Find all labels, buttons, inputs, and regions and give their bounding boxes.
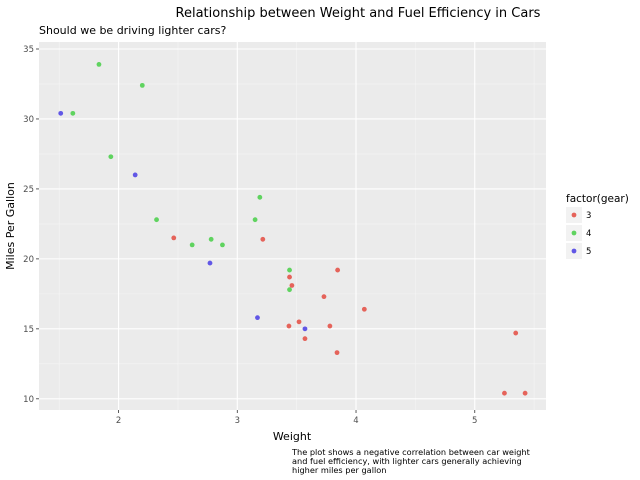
legend: factor(gear) 3 4 5: [566, 193, 629, 259]
legend-label-gear-3: 3: [586, 211, 591, 221]
x-tick-label: 2: [116, 416, 121, 426]
data-point-gear-4: [208, 236, 214, 242]
data-point-gear-3: [522, 390, 528, 396]
data-point-gear-5: [132, 172, 138, 178]
x-axis-ticks: 2 3 4 5: [116, 410, 477, 426]
y-tick-label: 35: [23, 45, 34, 55]
grid-lines: [39, 42, 546, 410]
data-point-gear-5: [302, 326, 308, 332]
chart-title: Relationship between Weight and Fuel Eff…: [176, 6, 541, 21]
chart-caption: The plot shows a negative correlation be…: [291, 447, 531, 475]
data-point-gear-3: [502, 390, 507, 396]
data-point-gear-4: [220, 242, 225, 248]
y-tick-label: 15: [23, 325, 34, 335]
chart-subtitle: Should we be driving lighter cars?: [39, 24, 226, 37]
y-tick-label: 20: [23, 255, 34, 265]
x-axis-label: Weight: [273, 430, 312, 443]
caption-line: The plot shows a negative correlation be…: [291, 447, 531, 457]
data-point-gear-3: [321, 294, 327, 300]
caption-line: and fuel efficiency, with lighter cars g…: [292, 456, 522, 466]
data-point-gear-4: [108, 154, 114, 160]
data-point-gear-3: [334, 350, 340, 356]
plot-panel: [39, 42, 546, 410]
data-point-gear-3: [289, 283, 295, 288]
legend-label-gear-5: 5: [586, 247, 591, 257]
caption-line: higher miles per gallon: [292, 465, 386, 475]
data-point-gear-5: [255, 315, 260, 321]
data-point-gear-3: [286, 323, 292, 329]
data-point-gear-5: [58, 110, 64, 116]
data-point-gear-3: [287, 274, 292, 280]
legend-key-gear-4: [571, 230, 577, 236]
data-point-gear-4: [139, 82, 145, 88]
data-point-gear-3: [171, 235, 177, 241]
x-tick-label: 4: [353, 416, 358, 426]
data-point-gear-3: [361, 306, 367, 312]
legend-key-gear-5: [571, 248, 577, 254]
data-points: [58, 61, 528, 396]
data-point-gear-4: [287, 267, 292, 273]
y-tick-label: 25: [23, 185, 34, 195]
data-point-gear-4: [96, 61, 102, 67]
data-point-gear-4: [257, 194, 263, 200]
data-point-gear-4: [70, 110, 76, 116]
y-tick-label: 10: [23, 395, 34, 405]
data-point-gear-4: [154, 217, 159, 223]
data-point-gear-3: [513, 330, 519, 336]
legend-label-gear-4: 4: [586, 229, 591, 239]
legend-key-gear-3: [571, 212, 577, 218]
data-point-gear-4: [287, 287, 292, 293]
data-point-gear-3: [296, 319, 302, 325]
data-point-gear-4: [189, 242, 195, 248]
data-point-gear-3: [302, 336, 308, 342]
data-point-gear-3: [327, 323, 333, 329]
data-point-gear-3: [335, 267, 341, 273]
data-point-gear-4: [252, 217, 258, 223]
data-point-gear-3: [260, 236, 266, 242]
data-point-gear-5: [207, 260, 213, 266]
y-axis-ticks: 10 15 20 25 30 35: [23, 45, 39, 405]
y-tick-label: 30: [23, 115, 34, 125]
y-axis-label: Miles Per Gallon: [4, 182, 17, 270]
x-tick-label: 3: [235, 416, 240, 426]
legend-title: factor(gear): [566, 193, 629, 205]
x-tick-label: 5: [472, 416, 477, 426]
